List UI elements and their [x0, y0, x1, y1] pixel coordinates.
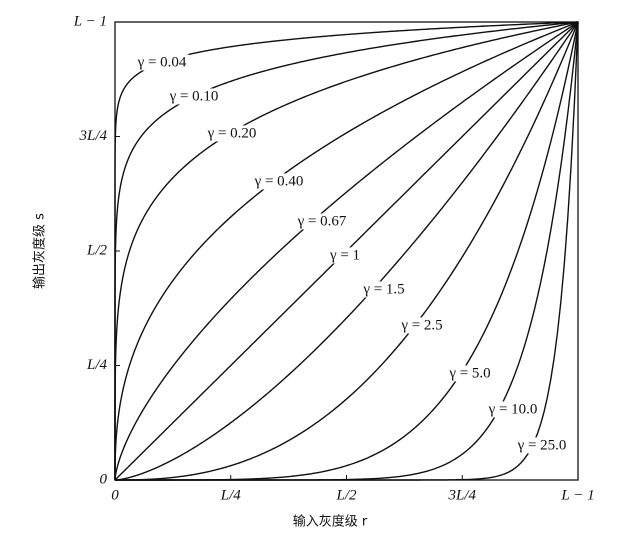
gamma-curve	[114, 21, 579, 480]
y-tick-label: L/2	[86, 242, 108, 258]
curve-label: γ = 10.0	[488, 401, 538, 417]
y-axis-label: 输出灰度级 s	[32, 213, 48, 289]
y-tick-label: 0	[100, 471, 108, 487]
curve-label: γ = 0.20	[207, 125, 257, 141]
y-tick-label: 3L/4	[78, 128, 107, 144]
curve-label: γ = 0.67	[297, 213, 347, 229]
curve-label: γ = 0.40	[254, 173, 304, 189]
curve-label-bg	[294, 213, 349, 230]
curve-label-bg	[514, 437, 569, 454]
gamma-curve	[114, 21, 579, 480]
curve-label-bg	[485, 401, 540, 418]
gamma-curve	[115, 21, 579, 481]
curve-label-bg	[204, 125, 259, 142]
curve-label: γ = 2.5	[400, 317, 442, 333]
x-tick-label: L − 1	[560, 487, 594, 503]
x-tick-label: 0	[111, 487, 119, 503]
x-tick-label: 3L/4	[447, 487, 476, 503]
x-tick-label: L/4	[220, 487, 242, 503]
y-tick-label: L − 1	[73, 13, 107, 29]
curve-label-bg	[166, 88, 221, 105]
curve-label: γ = 25.0	[517, 437, 567, 453]
curve-label: γ = 1.5	[362, 281, 404, 297]
gamma-curve	[114, 21, 579, 480]
curve-label: γ = 1	[329, 247, 360, 263]
x-axis-label: 输入灰度级 r	[293, 514, 368, 530]
gamma-curve	[114, 21, 579, 481]
curve-label-bg	[446, 365, 493, 382]
x-tick-label: L/2	[335, 487, 357, 503]
curve-label-bg	[134, 54, 189, 71]
gamma-curve	[114, 21, 579, 480]
y-tick-label: L/4	[86, 357, 108, 373]
curve-label-bg	[251, 173, 306, 190]
curve-label-bg	[398, 317, 445, 334]
curve-label-bg	[326, 247, 363, 264]
curve-label: γ = 0.10	[169, 88, 219, 104]
curve-label: γ = 0.04	[137, 54, 187, 70]
curve-label: γ = 5.0	[448, 365, 490, 381]
curve-label-bg	[360, 281, 407, 298]
